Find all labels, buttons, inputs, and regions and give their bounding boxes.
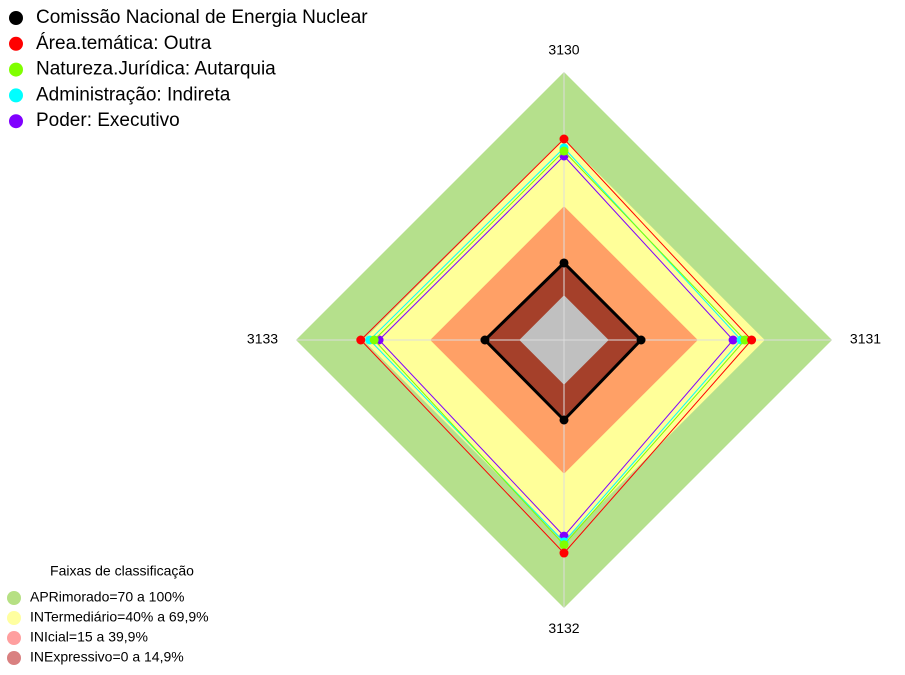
legend-marker bbox=[9, 114, 23, 129]
axis-label: 3131 bbox=[850, 331, 881, 347]
band-legend-label: APRimorado=70 a 100% bbox=[30, 589, 185, 605]
legend-marker bbox=[9, 36, 23, 51]
series-point bbox=[369, 335, 379, 345]
legend-label: Administração: Indireta bbox=[36, 84, 231, 105]
band-legend-marker bbox=[7, 611, 21, 625]
legend-label: Natureza.Jurídica: Autarquia bbox=[36, 59, 276, 80]
series-point bbox=[480, 335, 490, 345]
series-point bbox=[559, 548, 569, 558]
series-point bbox=[728, 335, 738, 345]
series-point bbox=[740, 335, 750, 345]
series-point bbox=[559, 134, 569, 144]
axis-label: 3130 bbox=[548, 41, 579, 57]
band-legend-marker bbox=[7, 631, 21, 645]
series-point bbox=[559, 258, 569, 268]
axis-label: 3133 bbox=[247, 331, 278, 347]
legend-label: Comissão Nacional de Energia Nuclear bbox=[36, 7, 368, 28]
axis-label: 3132 bbox=[548, 620, 579, 636]
series-point bbox=[559, 146, 569, 156]
series-point bbox=[559, 540, 569, 550]
bands-legend-title: Faixas de classificação bbox=[50, 563, 194, 579]
band-legend-label: INTermediário=40% a 69,9% bbox=[30, 609, 209, 625]
series-point bbox=[747, 335, 757, 345]
band-legend-label: INIcial=15 a 39,9% bbox=[30, 629, 148, 645]
series-point bbox=[559, 415, 569, 425]
legend-label: Poder: Executivo bbox=[36, 110, 180, 131]
legend-label: Área.temática: Outra bbox=[36, 33, 212, 54]
band-legend-marker bbox=[7, 591, 21, 605]
band-legend-label: INExpressivo=0 a 14,9% bbox=[30, 649, 184, 665]
band-legend-marker bbox=[7, 651, 21, 665]
legend-marker bbox=[9, 62, 23, 77]
series-point bbox=[356, 335, 366, 345]
legend-marker bbox=[9, 88, 23, 103]
legend-marker bbox=[9, 11, 23, 25]
series-point bbox=[636, 335, 646, 345]
